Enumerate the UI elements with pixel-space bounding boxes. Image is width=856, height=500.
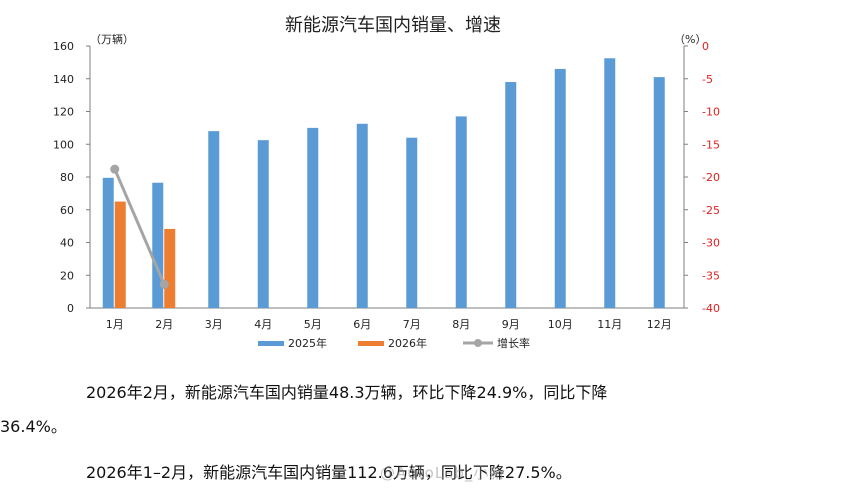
bar-2025年-9月: [505, 82, 517, 309]
left-tick-label: 0: [67, 302, 74, 315]
sales-growth-chart: 新能源汽车国内销量、增速 （万辆） （%） 0 20 40 60 80 100 120 140…: [53, 15, 720, 350]
watermark: @AutoLab_小新: [380, 464, 506, 482]
legend-label: 2025年: [288, 336, 327, 350]
x-tick-label: 2月: [155, 318, 173, 331]
x-tick-label: 4月: [254, 318, 272, 331]
growth-rate-point: [159, 279, 169, 289]
right-tick-label: -20: [702, 171, 720, 184]
x-tick-label: 8月: [452, 318, 470, 331]
x-tick-label: 3月: [205, 318, 223, 331]
growth-rate-point: [110, 164, 120, 174]
bar-2025年-7月: [406, 137, 418, 308]
x-tick-label: 5月: [304, 318, 322, 331]
paragraph-jan-feb: 2026年1–2月，新能源汽车国内销量112.6万辆，同比下降27.5%。: [78, 456, 778, 490]
legend-swatch: [358, 341, 384, 346]
right-tick-label: -35: [702, 269, 720, 282]
left-tick-label: 60: [60, 204, 74, 217]
right-tick-label: -40: [702, 302, 720, 315]
chart-bars: [102, 58, 665, 309]
bar-2025年-12月: [653, 77, 665, 308]
right-axis-unit: （%）: [674, 33, 706, 46]
legend-label: 增长率: [497, 336, 530, 350]
paragraph-line: 2026年2月，新能源汽车国内销量48.3万辆，环比下降24.9%，同比下降: [86, 383, 608, 402]
left-tick-label: 160: [53, 40, 74, 53]
legend-label: 2026年: [388, 336, 427, 350]
x-tick-label: 10月: [548, 318, 573, 331]
bar-2025年-3月: [208, 131, 220, 308]
bar-2025年-10月: [554, 68, 566, 308]
right-tick-label: 0: [702, 40, 709, 53]
bar-2026年-1月: [114, 201, 126, 308]
right-tick-label: -10: [702, 106, 720, 119]
growth-line: [110, 164, 169, 289]
growth-rate-line: [113, 168, 166, 286]
bar-2025年-11月: [604, 58, 616, 308]
right-tick-label: -25: [702, 204, 720, 217]
x-tick-label: 11月: [597, 318, 622, 331]
bar-2026年-2月: [164, 228, 176, 308]
left-tick-label: 40: [60, 237, 74, 250]
right-tick-label: -30: [702, 237, 720, 250]
left-axis-unit: （万辆）: [90, 32, 134, 46]
x-tick-label: 9月: [502, 318, 520, 331]
bar-2025年-5月: [307, 127, 319, 308]
right-tick-label: -5: [702, 73, 713, 86]
chart-title: 新能源汽车国内销量、增速: [285, 15, 501, 36]
chart-axes: 0 20 40 60 80 100 120 140 160 0 -5 -10 -15 -20 -25 -30 -…: [53, 40, 720, 315]
x-tick-label: 7月: [403, 318, 421, 331]
left-tick-label: 80: [60, 171, 74, 184]
bar-2025年-2月: [152, 182, 164, 308]
bar-2025年-6月: [356, 123, 368, 308]
bar-2025年-4月: [257, 140, 269, 308]
left-tick-label: 100: [53, 138, 74, 151]
x-tick-label: 1月: [106, 318, 124, 331]
bar-2025年-8月: [455, 116, 467, 308]
legend-marker: [474, 339, 482, 347]
paragraph-line: 2026年1–2月，新能源汽车国内销量112.6万辆，同比下降27.5%。: [86, 463, 572, 482]
legend-swatch: [258, 341, 284, 346]
chart-legend: 2025年 2026年 增长率: [258, 336, 530, 350]
right-tick-label: -15: [702, 138, 720, 151]
left-tick-label: 120: [53, 106, 74, 119]
left-tick-label: 20: [60, 269, 74, 282]
x-tick-label: 6月: [353, 318, 371, 331]
bar-2025年-1月: [102, 177, 114, 308]
x-tick-labels: 1月 2月 3月 4月 5月 6月 7月 8月 9月 10月 11月 12月: [106, 318, 672, 331]
paragraph-line: 36.4%。: [0, 417, 67, 436]
paragraph-february: 2026年2月，新能源汽车国内销量48.3万辆，环比下降24.9%，同比下降 3…: [0, 376, 778, 444]
left-tick-label: 140: [53, 73, 74, 86]
x-tick-label: 12月: [647, 318, 672, 331]
